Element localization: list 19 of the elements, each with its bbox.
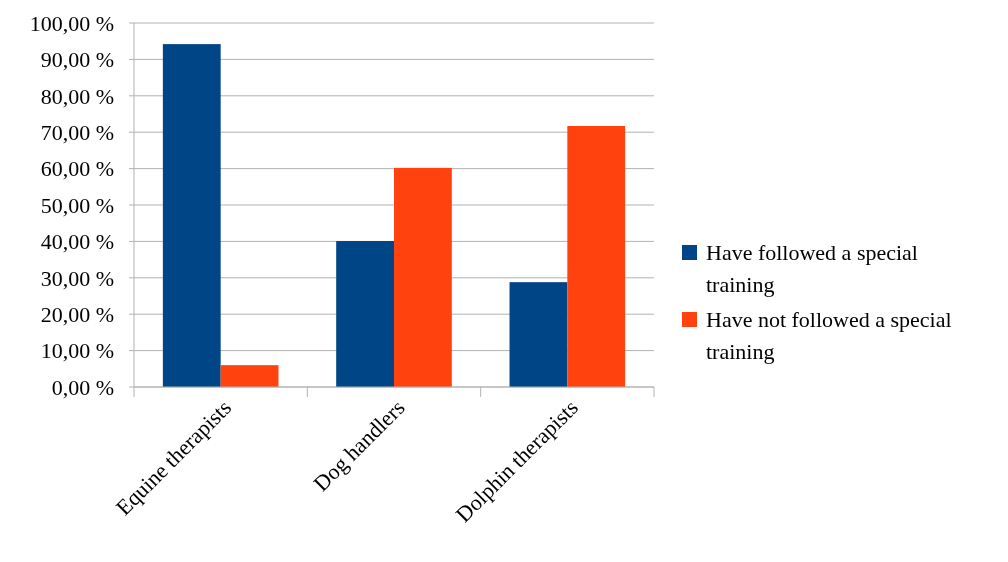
y-tick-label: 60,00 % — [40, 156, 114, 182]
y-tick-label: 30,00 % — [40, 265, 114, 291]
y-tick-label: 100,00 % — [29, 10, 114, 36]
legend-label: Have not followed a special training — [706, 306, 952, 364]
bar — [220, 365, 279, 387]
bar — [509, 282, 568, 387]
y-tick-label: 80,00 % — [40, 83, 114, 109]
bar — [567, 126, 626, 387]
y-tick-label: 90,00 % — [40, 47, 114, 73]
y-tick-label: 50,00 % — [40, 192, 114, 218]
y-tick-label: 70,00 % — [40, 119, 114, 145]
bar — [162, 44, 221, 387]
y-tick-label: 20,00 % — [40, 301, 114, 327]
y-tick-label: 40,00 % — [40, 229, 114, 255]
bar — [394, 167, 452, 387]
bar — [336, 241, 394, 387]
y-tick-label: 10,00 % — [40, 338, 114, 364]
legend-label: Have followed a special training — [706, 239, 918, 297]
y-tick-label: 0,00 % — [51, 374, 114, 400]
